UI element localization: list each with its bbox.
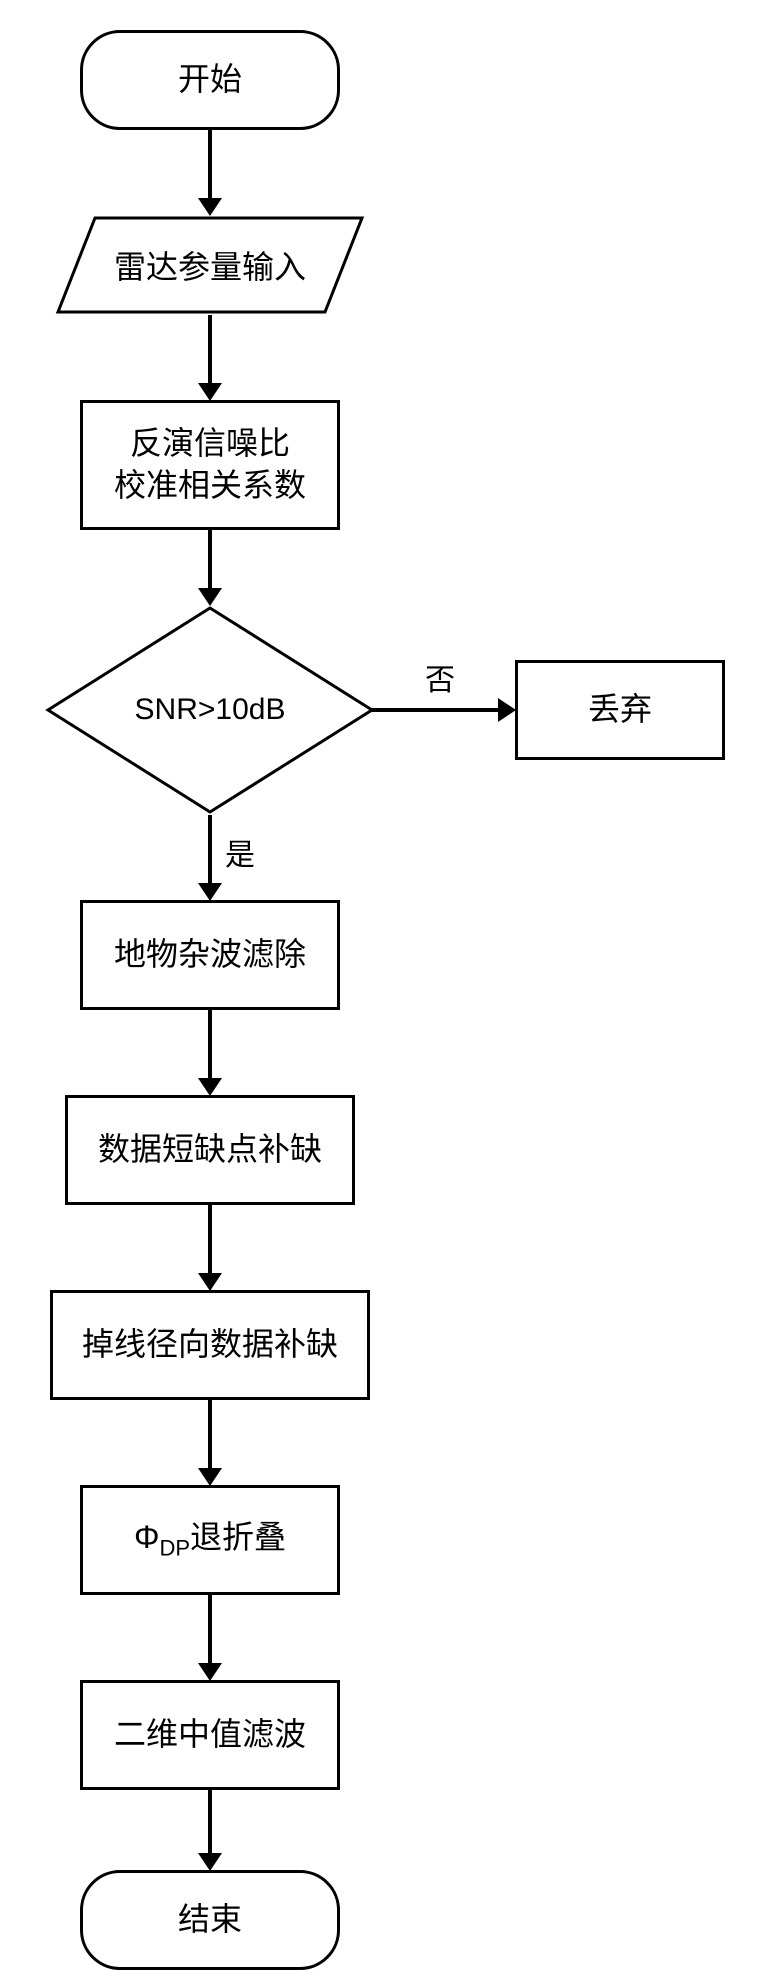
flowchart-start: 开始	[80, 30, 340, 130]
flowchart-clutter: 地物杂波滤除	[80, 900, 340, 1010]
flowchart-decision: SNR>10dB	[45, 605, 375, 815]
arrow-line	[208, 815, 212, 885]
flowchart-input: 雷达参量输入	[55, 215, 365, 315]
flowchart-unfold: ΦDP退折叠	[80, 1485, 340, 1595]
dropline-label: 掉线径向数据补缺	[82, 1324, 338, 1366]
arrow-line	[208, 530, 212, 590]
unfold-suffix: 退折叠	[190, 1519, 286, 1555]
flowchart-dropline: 掉线径向数据补缺	[50, 1290, 370, 1400]
arrow-line	[208, 1205, 212, 1275]
snr-calc-line1: 反演信噪比	[130, 423, 290, 465]
unfold-prefix: Φ	[134, 1519, 160, 1555]
arrow-line	[208, 1010, 212, 1080]
arrow-head	[198, 1273, 222, 1291]
arrow-head	[198, 1468, 222, 1486]
flowchart-shortage: 数据短缺点补缺	[65, 1095, 355, 1205]
branch-no-label: 否	[425, 655, 455, 699]
unfold-sub: DP	[159, 1535, 190, 1560]
flowchart-snr-calc: 反演信噪比 校准相关系数	[80, 400, 340, 530]
arrow-head	[198, 383, 222, 401]
arrow-line	[208, 1400, 212, 1470]
arrow-head	[198, 588, 222, 606]
arrow-line	[208, 130, 212, 200]
branch-yes-label: 是	[225, 830, 255, 874]
arrow-head	[198, 198, 222, 216]
end-label: 结束	[178, 1899, 242, 1941]
arrow-line	[208, 1790, 212, 1855]
flowchart-end: 结束	[80, 1870, 340, 1970]
median-label: 二维中值滤波	[114, 1714, 306, 1756]
decision-label: SNR>10dB	[45, 605, 375, 815]
arrow-head	[198, 883, 222, 901]
shortage-label: 数据短缺点补缺	[98, 1129, 322, 1171]
arrow-head	[198, 1078, 222, 1096]
flowchart-discard: 丢弃	[515, 660, 725, 760]
clutter-label: 地物杂波滤除	[114, 934, 306, 976]
start-label: 开始	[178, 59, 242, 101]
flowchart-median: 二维中值滤波	[80, 1680, 340, 1790]
arrow-line	[372, 708, 500, 712]
arrow-head	[498, 698, 516, 722]
arrow-line	[208, 1595, 212, 1665]
input-label: 雷达参量输入	[55, 215, 365, 315]
unfold-label: ΦDP退折叠	[134, 1517, 286, 1563]
arrow-head	[198, 1663, 222, 1681]
arrow-line	[208, 315, 212, 385]
arrow-head	[198, 1853, 222, 1871]
snr-calc-line2: 校准相关系数	[114, 465, 306, 507]
discard-label: 丢弃	[588, 689, 652, 731]
